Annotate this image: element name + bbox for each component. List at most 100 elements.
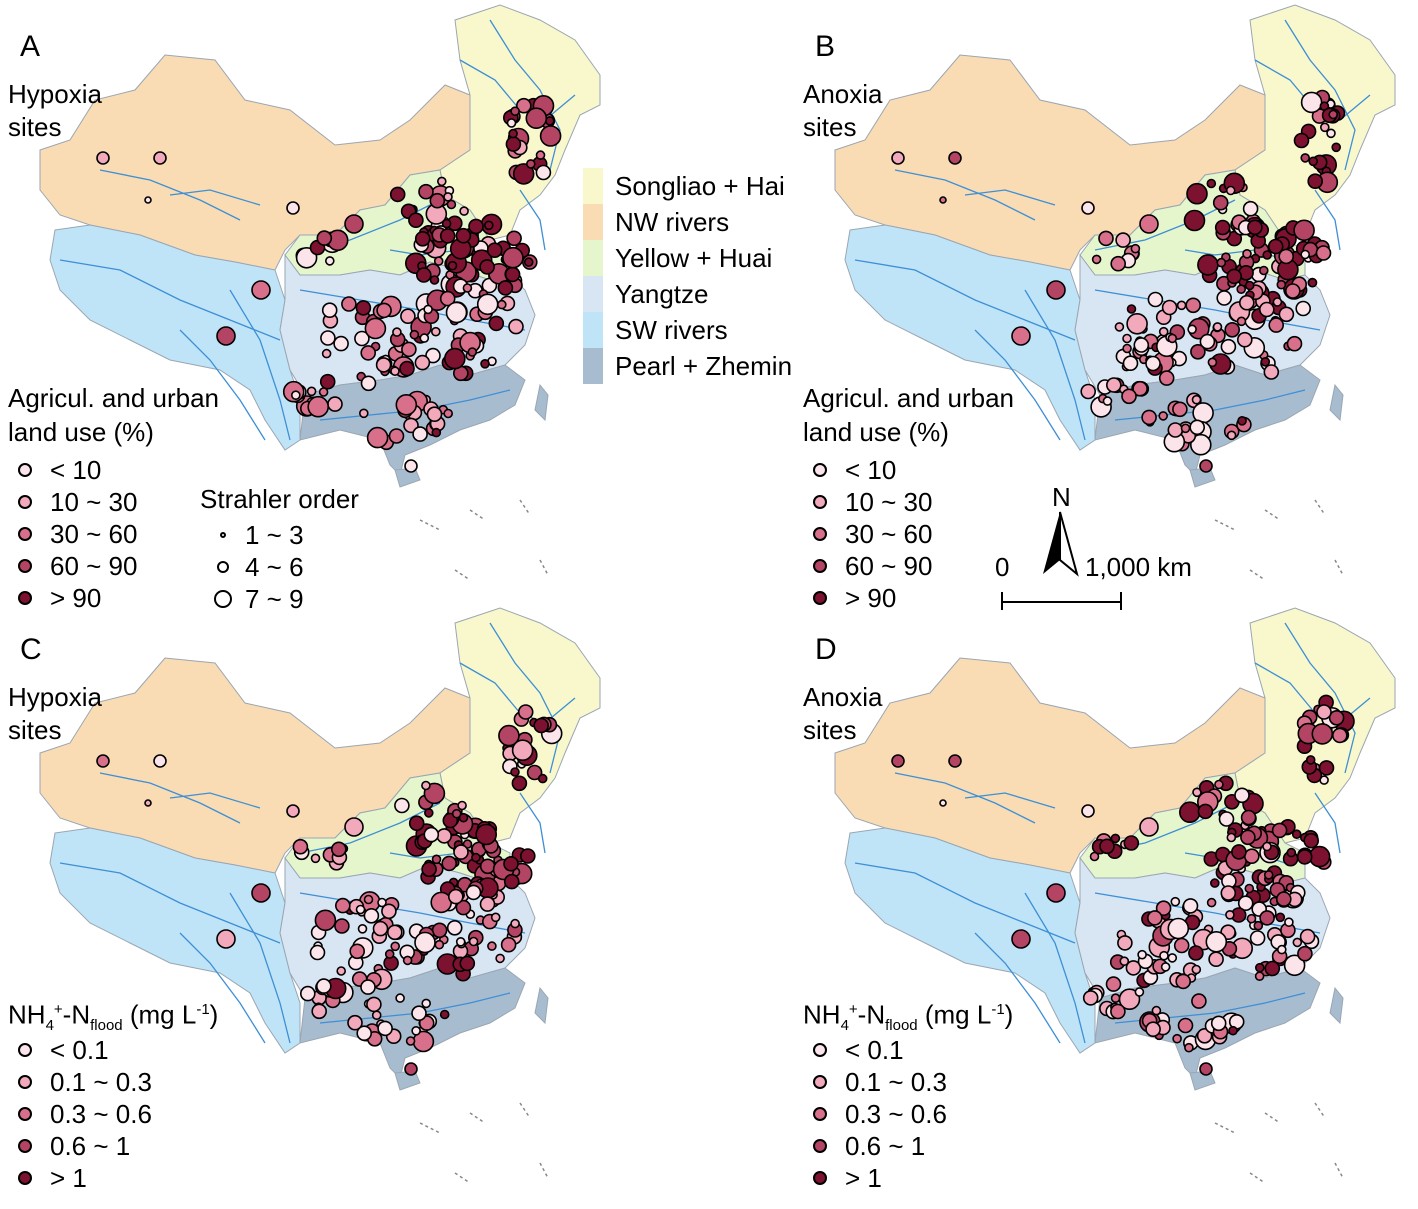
- site-marker: [363, 907, 380, 924]
- site-marker: [515, 97, 532, 114]
- site-marker: [390, 941, 401, 952]
- basin-legend: Songliao + Hai NW rivers Yellow + Huai Yang…: [583, 168, 792, 384]
- panel-title-line2: sites: [803, 715, 857, 745]
- site-marker: [354, 330, 370, 347]
- site-marker: [1307, 173, 1324, 189]
- site-marker: [349, 943, 366, 960]
- site-marker: [488, 315, 505, 332]
- site-marker: [1295, 300, 1312, 317]
- legend-dot-icon: [18, 1075, 32, 1090]
- site-marker: [216, 929, 236, 949]
- site-marker: [510, 767, 520, 777]
- strahler-class-label: 4 ~ 6: [245, 552, 304, 583]
- legend-dot-icon: [18, 559, 32, 574]
- site-marker: [1271, 822, 1288, 839]
- site-marker: [1178, 801, 1201, 823]
- site-marker: [366, 426, 389, 449]
- legend-class-label: < 10: [50, 455, 102, 486]
- site-marker: [411, 1005, 427, 1022]
- strahler-dot-icon: [214, 590, 232, 609]
- legend-class-item: > 90: [813, 581, 897, 614]
- basin-legend-item: NW rivers: [583, 204, 792, 240]
- site-marker: [948, 151, 962, 165]
- legend-class-label: > 90: [845, 583, 897, 614]
- legend-class-label: > 1: [845, 1163, 882, 1194]
- site-marker: [1212, 194, 1229, 211]
- site-marker: [392, 327, 402, 337]
- legend-title-part: flood: [885, 1016, 918, 1034]
- site-marker: [409, 329, 420, 340]
- site-marker: [1284, 283, 1301, 299]
- legend-dot-icon: [18, 1107, 32, 1122]
- site-marker: [1119, 956, 1130, 967]
- legend-class-item: 30 ~ 60: [18, 517, 137, 549]
- site-marker: [1190, 343, 1206, 360]
- site-marker: [891, 754, 905, 768]
- legend-title-part: ): [209, 999, 219, 1030]
- site-marker: [344, 817, 364, 837]
- site-marker: [1244, 883, 1255, 894]
- sea-boundary-dash: [1334, 559, 1344, 576]
- legend-class-item: < 10: [18, 453, 102, 486]
- site-marker: [496, 299, 507, 310]
- site-marker: [1286, 335, 1303, 352]
- site-marker: [1105, 377, 1122, 393]
- china-basin-map: [39, 4, 601, 581]
- legend-class-item: > 1: [813, 1161, 882, 1194]
- scale-start-label: 0: [995, 552, 1010, 582]
- site-marker: [1216, 257, 1227, 268]
- site-marker: [539, 125, 562, 147]
- site-marker: [333, 335, 349, 352]
- legend-dot-icon: [813, 527, 827, 542]
- site-marker: [1177, 1017, 1194, 1034]
- site-marker: [1146, 910, 1163, 926]
- site-marker: [426, 406, 443, 423]
- basin-songliao: [1234, 4, 1396, 241]
- legend-title-part: flood: [90, 1016, 123, 1034]
- site-marker: [1133, 337, 1150, 353]
- site-marker: [1236, 316, 1247, 327]
- site-marker: [330, 841, 347, 858]
- site-marker: [1262, 250, 1273, 260]
- site-marker: [144, 799, 152, 807]
- site-marker: [1307, 277, 1318, 288]
- site-marker: [1183, 209, 1206, 232]
- china-basin-map: [834, 4, 1396, 581]
- site-marker: [381, 903, 397, 920]
- river-line: [894, 772, 1036, 824]
- legend-dot-icon: [813, 1171, 827, 1186]
- site-marker: [96, 151, 110, 165]
- site-marker: [439, 1009, 450, 1020]
- site-marker: [360, 979, 376, 995]
- site-marker: [1122, 343, 1132, 354]
- site-marker: [1247, 219, 1263, 236]
- site-marker: [1102, 396, 1113, 406]
- panel-title-line2: sites: [8, 715, 62, 745]
- sea-boundary-dash: [519, 1102, 531, 1119]
- scale-bar: [1001, 592, 1122, 610]
- site-marker: [1110, 255, 1127, 272]
- panel-letter: A: [20, 30, 41, 63]
- site-marker: [1286, 847, 1297, 858]
- legend-title-nh4: NH4+-Nflood (mg L-1): [8, 993, 218, 1042]
- basin-label: SW rivers: [615, 315, 728, 345]
- site-marker: [455, 227, 472, 244]
- site-marker: [1189, 433, 1212, 456]
- site-marker: [535, 164, 552, 181]
- site-marker: [1170, 896, 1181, 907]
- site-marker: [412, 426, 428, 442]
- site-marker: [1328, 710, 1345, 726]
- site-marker: [1311, 723, 1334, 745]
- site-marker: [446, 199, 457, 210]
- site-marker: [1117, 935, 1133, 951]
- site-marker: [1331, 142, 1342, 153]
- site-marker: [503, 855, 519, 872]
- panel-letter: D: [815, 633, 837, 666]
- site-marker: [1122, 333, 1132, 344]
- site-marker: [479, 858, 496, 875]
- site-marker: [441, 218, 452, 229]
- site-marker: [1114, 322, 1125, 332]
- site-marker: [286, 201, 300, 215]
- site-marker: [1315, 245, 1332, 261]
- river-line: [299, 802, 441, 854]
